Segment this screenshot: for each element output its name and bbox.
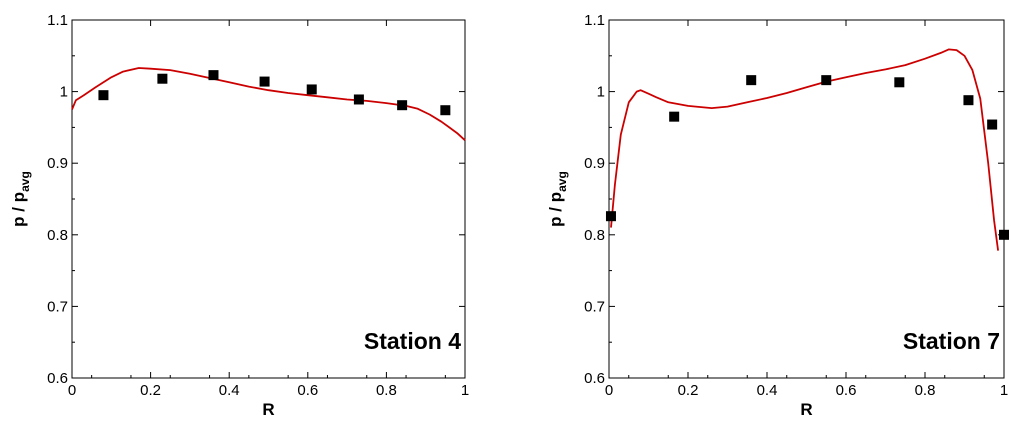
- y-axis-title-main: p / p: [9, 192, 28, 227]
- x-axis-title: R: [262, 400, 274, 419]
- x-tick-label: 0.2: [678, 382, 699, 399]
- x-tick-label: 0: [68, 382, 76, 399]
- measured-point: [605, 211, 616, 222]
- x-tick-label: 0.8: [376, 382, 397, 399]
- y-tick-label: 0.8: [584, 227, 605, 244]
- measured-point: [963, 95, 974, 106]
- measured-point: [157, 73, 168, 84]
- y-tick-label: 0.7: [47, 298, 68, 315]
- plot-frame: [71, 19, 466, 379]
- y-tick-label: 0.6: [47, 370, 68, 387]
- measured-point: [669, 111, 680, 122]
- y-axis-title: p / pavg: [9, 171, 32, 227]
- y-tick-label: 0.7: [584, 298, 605, 315]
- measured-point: [894, 77, 905, 88]
- measured-point: [746, 75, 757, 86]
- measured-point: [821, 75, 832, 86]
- y-tick-label: 1.1: [47, 12, 68, 29]
- computed-line-series: [71, 67, 466, 141]
- measured-point: [353, 94, 364, 105]
- measured-point: [306, 84, 317, 95]
- x-tick-label: 0.2: [140, 382, 161, 399]
- y-tick-label: 1.1: [584, 12, 605, 29]
- x-tick-label: 1: [461, 382, 469, 399]
- x-tick-label: 0.8: [915, 382, 936, 399]
- computed-line-series: [610, 48, 999, 251]
- station-label: Station 4: [364, 328, 461, 354]
- x-tick-label: 0.6: [836, 382, 857, 399]
- measured-point: [987, 119, 998, 130]
- measured-point: [259, 76, 270, 87]
- measured-point: [440, 105, 451, 116]
- measured-point: [208, 70, 219, 81]
- measured-point: [98, 90, 109, 101]
- x-tick-label: 1: [1000, 382, 1008, 399]
- measured-point: [999, 229, 1009, 240]
- x-axis-title: R: [800, 400, 812, 419]
- y-tick-label: 0.6: [584, 370, 605, 387]
- x-tick-label: 0.4: [757, 382, 778, 399]
- x-tick-label: 0: [605, 382, 613, 399]
- y-axis-title-subscript: avg: [555, 171, 569, 192]
- y-axis-title: p / pavg: [546, 171, 569, 227]
- y-axis-title-main: p / p: [546, 192, 565, 227]
- measured-point: [397, 100, 408, 111]
- y-tick-label: 0.8: [47, 227, 68, 244]
- plot-frame: [608, 19, 1005, 379]
- station-label: Station 7: [903, 328, 1000, 354]
- y-tick-label: 0.9: [47, 155, 68, 172]
- x-tick-label: 0.4: [219, 382, 240, 399]
- y-tick-label: 1: [60, 84, 68, 101]
- chart-svg-station-7: 0 0.2 0.4 0.6 0.8 1 0.6 0.7 0.8 0.9 1 1.1 Rp / pavg S…: [546, 12, 1009, 419]
- y-tick-label: 1: [597, 84, 605, 101]
- chart-svg-station-4: 0 0.2 0.4 0.6 0.8 1 0.6 0.7 0.8 0.9 1 1.1 Rp / pavg S…: [9, 12, 469, 419]
- x-tick-label: 0.6: [297, 382, 318, 399]
- y-tick-label: 0.9: [584, 155, 605, 172]
- y-axis-title-subscript: avg: [18, 171, 32, 192]
